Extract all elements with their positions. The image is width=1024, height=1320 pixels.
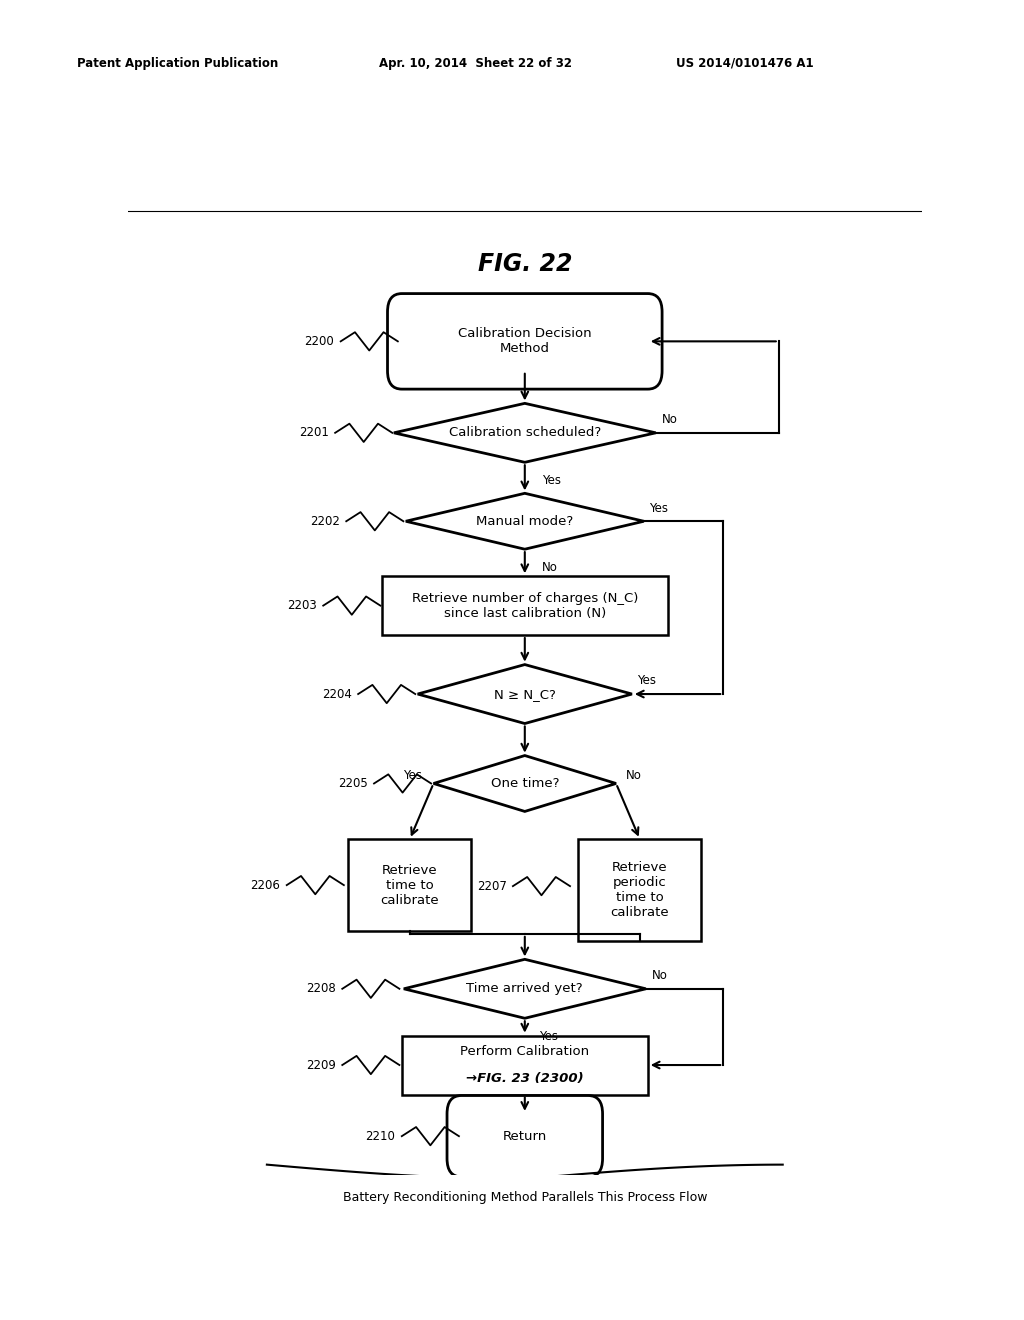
Text: Yes: Yes xyxy=(648,502,668,515)
Text: 2206: 2206 xyxy=(251,879,281,891)
Text: Battery Reconditioning Method Parallels This Process Flow: Battery Reconditioning Method Parallels … xyxy=(343,1191,707,1204)
Text: Retrieve
time to
calibrate: Retrieve time to calibrate xyxy=(380,863,439,907)
FancyBboxPatch shape xyxy=(387,293,663,389)
Bar xyxy=(348,840,471,931)
Text: Apr. 10, 2014  Sheet 22 of 32: Apr. 10, 2014 Sheet 22 of 32 xyxy=(379,57,571,70)
Text: FIG. 22: FIG. 22 xyxy=(477,252,572,276)
Text: Return: Return xyxy=(503,1130,547,1143)
Text: No: No xyxy=(626,768,641,781)
Polygon shape xyxy=(433,755,616,812)
Text: 2201: 2201 xyxy=(299,426,329,440)
FancyBboxPatch shape xyxy=(447,1096,602,1177)
Text: One time?: One time? xyxy=(490,777,559,789)
Text: Calibration scheduled?: Calibration scheduled? xyxy=(449,426,601,440)
Text: 2202: 2202 xyxy=(310,515,340,528)
Text: US 2014/0101476 A1: US 2014/0101476 A1 xyxy=(676,57,813,70)
Text: No: No xyxy=(652,969,668,982)
Bar xyxy=(579,840,701,941)
Text: 2210: 2210 xyxy=(366,1130,395,1143)
Text: Calibration Decision
Method: Calibration Decision Method xyxy=(458,327,592,355)
Text: Time arrived yet?: Time arrived yet? xyxy=(467,982,583,995)
Text: 2208: 2208 xyxy=(306,982,336,995)
Polygon shape xyxy=(418,664,632,723)
Bar xyxy=(401,1036,648,1094)
Text: Yes: Yes xyxy=(543,474,561,487)
Polygon shape xyxy=(406,494,644,549)
Text: 2207: 2207 xyxy=(477,879,507,892)
Text: N ≥ N_C?: N ≥ N_C? xyxy=(494,688,556,701)
Text: No: No xyxy=(663,413,678,426)
Text: Retrieve
periodic
time to
calibrate: Retrieve periodic time to calibrate xyxy=(610,861,670,919)
Text: No: No xyxy=(543,561,558,574)
Text: →FIG. 23 (2300): →FIG. 23 (2300) xyxy=(466,1072,584,1085)
Bar xyxy=(382,576,668,635)
Text: Retrieve number of charges (N_C)
since last calibration (N): Retrieve number of charges (N_C) since l… xyxy=(412,591,638,619)
Polygon shape xyxy=(403,960,646,1018)
Text: 2204: 2204 xyxy=(322,688,352,701)
Text: 2205: 2205 xyxy=(338,777,368,789)
Text: Yes: Yes xyxy=(402,768,422,781)
Text: Yes: Yes xyxy=(637,675,655,688)
Polygon shape xyxy=(394,404,655,462)
Text: 2200: 2200 xyxy=(304,335,334,348)
Text: 2203: 2203 xyxy=(287,599,316,612)
Text: 2209: 2209 xyxy=(306,1059,336,1072)
Text: Perform Calibration: Perform Calibration xyxy=(460,1045,590,1059)
Text: Yes: Yes xyxy=(539,1030,558,1043)
Text: Manual mode?: Manual mode? xyxy=(476,515,573,528)
Text: Patent Application Publication: Patent Application Publication xyxy=(77,57,279,70)
